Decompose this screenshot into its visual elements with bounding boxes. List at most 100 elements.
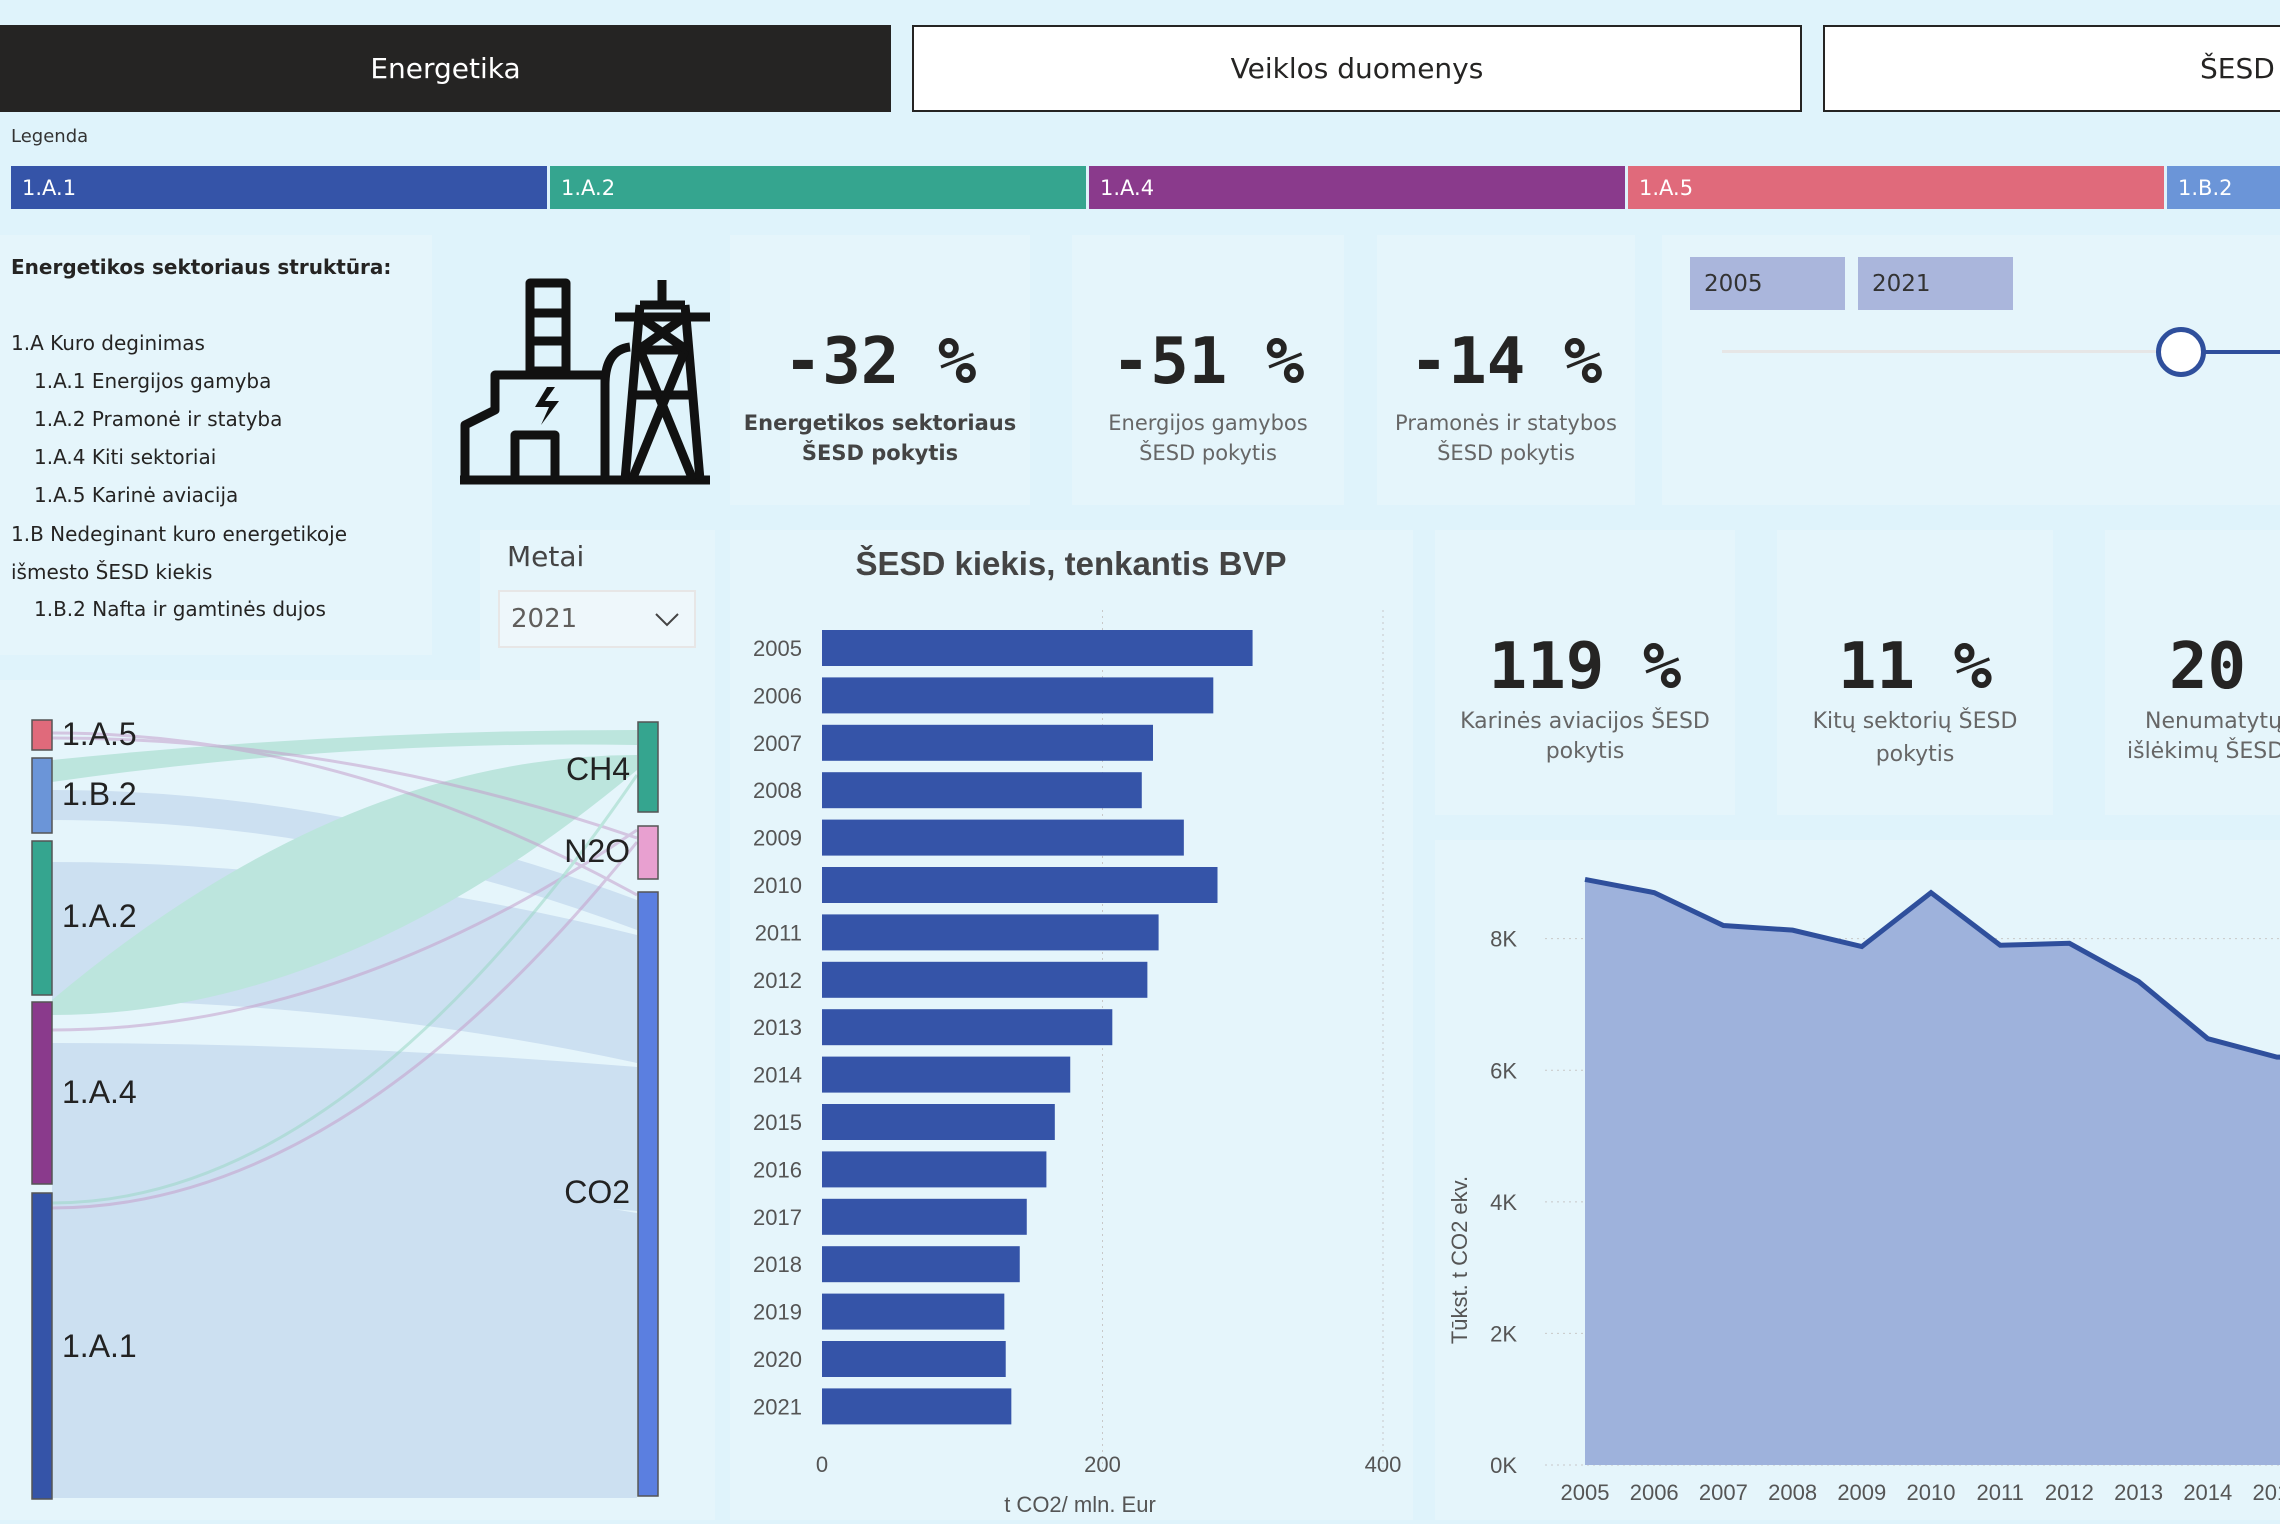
kpi-label: ŠESD pokytis <box>1437 441 1575 465</box>
sankey-label: 1.A.1 <box>62 1328 137 1364</box>
y-tick-label: 2006 <box>753 683 802 708</box>
sankey-link <box>51 731 638 897</box>
slider-track <box>1722 350 2280 353</box>
sankey-panel: 1.A.5 1.B.2 1.A.2 1.A.4 1.A.1 CH4 N2O CO… <box>0 680 715 1520</box>
y-tick-label: 8K <box>1490 927 1517 952</box>
kpi-energetikos: -32 % Energetikos sektoriaus ŠESD pokyti… <box>730 235 1030 505</box>
year-start-input[interactable]: 2005 <box>1690 257 1845 310</box>
bar[interactable] <box>822 724 1153 761</box>
bar[interactable] <box>822 1151 1047 1188</box>
structure-line: 1.B.2 Nafta ir gamtinės dujos <box>34 597 326 621</box>
kpi-label: Kitų sektorių ŠESD <box>1812 709 2018 734</box>
y-tick-label: 6K <box>1490 1058 1517 1083</box>
sankey-link <box>52 790 637 930</box>
sankey-node-1a5[interactable] <box>31 719 53 751</box>
bar-chart: ŠESD kiekis, tenkantis BVP t CO2/ mln. E… <box>753 544 1401 1517</box>
sankey-node-co2[interactable] <box>637 891 659 1497</box>
legend-item-1a5[interactable]: 1.A.5 <box>1628 166 2164 209</box>
sankey-label: 1.A.2 <box>62 898 137 934</box>
bar[interactable] <box>822 914 1159 951</box>
y-tick-label: 0K <box>1490 1453 1517 1478</box>
sankey-label: 1.A.5 <box>62 716 137 752</box>
sankey-node-1a4[interactable] <box>31 1001 53 1185</box>
bar[interactable] <box>822 1056 1071 1093</box>
x-axis-label: t CO2/ mln. Eur <box>1004 1492 1156 1517</box>
bar[interactable] <box>822 1341 1006 1377</box>
y-tick-label: 2011 <box>755 920 802 945</box>
bar[interactable] <box>822 819 1184 856</box>
kpi-pramones: -14 % Pramonės ir statybos ŠESD pokytis <box>1377 235 1635 505</box>
sankey-node-n2o[interactable] <box>637 825 659 880</box>
kpi-value: 11 % <box>1837 630 1993 704</box>
metai-dropdown[interactable]: 2021 <box>498 590 696 648</box>
x-tick-label: 2010 <box>1907 1480 1956 1505</box>
kpi-energijos-gamybos: -51 % Energijos gamybos ŠESD pokytis <box>1072 235 1344 505</box>
legend-item-1b2[interactable]: 1.B.2 <box>2167 166 2280 209</box>
sankey-label: CH4 <box>566 751 630 787</box>
year-range-slicer: 2005 2021 <box>1662 235 2280 505</box>
bar[interactable] <box>822 1293 1005 1330</box>
chevron-down-icon <box>655 613 679 627</box>
structure-line: 1.B Nedeginant kuro energetikoje <box>11 522 348 546</box>
kpi-value: 20 % <box>2169 630 2280 704</box>
kpi-value: -32 % <box>783 325 977 399</box>
y-tick-label: 2K <box>1490 1321 1517 1346</box>
bar[interactable] <box>822 961 1148 998</box>
tab-sesd[interactable]: ŠESD k <box>1823 25 2280 112</box>
y-tick-label: 2020 <box>753 1347 802 1372</box>
y-tick-label: 2009 <box>753 826 802 851</box>
structure-line: 1.A.2 Pramonė ir statyba <box>34 407 283 431</box>
sankey-link <box>52 1043 637 1211</box>
y-tick-label: 2007 <box>753 731 802 756</box>
bar[interactable] <box>822 1388 1012 1425</box>
area-chart: Tūkst. t CO2 ekv. 0K 2K 4K 6K 8K 2005 2006 2007… <box>1447 877 2280 1505</box>
sankey-link <box>52 1163 637 1498</box>
sankey-node-1b2[interactable] <box>31 757 53 834</box>
legend-item-1a4[interactable]: 1.A.4 <box>1089 166 1625 209</box>
sankey-node-1a2[interactable] <box>31 840 53 996</box>
y-tick-label: 2010 <box>753 873 802 898</box>
kpi-karines-aviacijos: 119 % Karinės aviacijos ŠESD pokytis <box>1435 530 1735 815</box>
structure-panel: Energetikos sektoriaus struktūra: 1.A Ku… <box>0 235 432 655</box>
tab-veiklos-duomenys[interactable]: Veiklos duomenys <box>912 25 1802 112</box>
y-tick-label: 2021 <box>753 1394 802 1419</box>
area-fill <box>1585 879 2280 1465</box>
sankey-node-1a1[interactable] <box>31 1192 53 1500</box>
kpi-value: 119 % <box>1488 630 1682 704</box>
legend-item-1a1[interactable]: 1.A.1 <box>11 166 547 209</box>
bar[interactable] <box>822 677 1214 714</box>
sankey-node-ch4[interactable] <box>637 721 659 813</box>
bar[interactable] <box>822 1009 1113 1046</box>
kpi-label: išlėkimų ŠESD <box>2127 739 2280 764</box>
x-tick-label: 2007 <box>1699 1480 1748 1505</box>
structure-line: 1.A.5 Karinė aviacija <box>34 483 239 507</box>
bar[interactable] <box>822 1246 1020 1283</box>
slider-handle[interactable] <box>2156 327 2206 377</box>
x-tick-label: 2005 <box>1561 1480 1610 1505</box>
sankey-link <box>52 755 637 1015</box>
kpi-label: Energijos gamybos <box>1108 411 1308 435</box>
sankey-link <box>51 774 639 1205</box>
tab-energetika[interactable]: Energetika <box>0 25 891 112</box>
kpi-nenumatytu: 20 % Nenumatytų išlėkimų ŠESD <box>2105 530 2280 815</box>
kpi-value: -51 % <box>1111 325 1305 399</box>
year-end-input[interactable]: 2021 <box>1858 257 2013 310</box>
x-tick-label: 2012 <box>2045 1480 2094 1505</box>
structure-line: 1.A.4 Kiti sektoriai <box>34 445 217 469</box>
structure-line: išmesto ŠESD kiekis <box>11 560 213 584</box>
bar[interactable] <box>822 772 1142 809</box>
kpi-label: Energetikos sektoriaus <box>743 411 1017 435</box>
x-tick-label: 2009 <box>1837 1480 1886 1505</box>
y-tick-label: 2014 <box>753 1063 802 1088</box>
sankey-label: 1.A.4 <box>62 1074 137 1110</box>
area-chart-panel: Tūkst. t CO2 ekv. 0K 2K 4K 6K 8K 2005 2006 2007… <box>1435 840 2280 1520</box>
bar[interactable] <box>822 1198 1027 1235</box>
area-line[interactable] <box>1584 877 2280 1060</box>
bar[interactable] <box>822 1104 1055 1140</box>
y-tick-label: 2015 <box>753 1110 802 1135</box>
bar[interactable] <box>822 630 1253 666</box>
kpi-label: pokytis <box>1875 742 1955 767</box>
legend-item-1a2[interactable]: 1.A.2 <box>550 166 1086 209</box>
x-tick-label: 2013 <box>2114 1480 2163 1505</box>
bar[interactable] <box>822 867 1218 903</box>
